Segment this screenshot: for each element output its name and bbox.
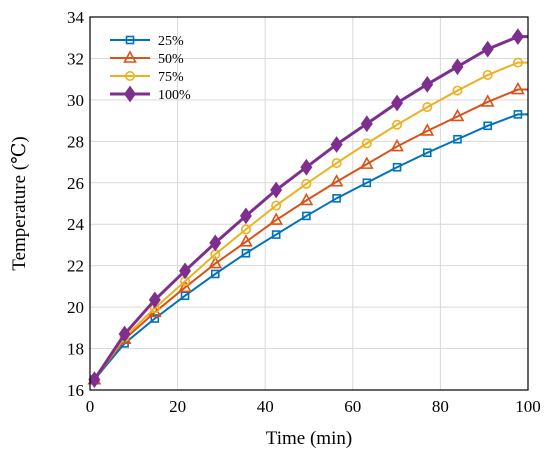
series-line — [93, 35, 528, 381]
x-tick-label: 80 — [432, 397, 449, 416]
data-point — [482, 70, 493, 81]
legend-marker — [124, 85, 136, 103]
legend-item: 100% — [110, 85, 191, 103]
data-point — [269, 212, 284, 225]
data-point — [209, 234, 222, 252]
data-point — [179, 262, 192, 280]
series-layer — [87, 28, 528, 389]
data-point — [239, 207, 252, 225]
data-point — [271, 230, 281, 239]
legend-label: 25% — [158, 34, 184, 49]
series-line — [93, 61, 528, 381]
data-point — [302, 211, 311, 221]
data-point — [208, 255, 223, 269]
data-point — [513, 110, 523, 119]
legend-item: 50% — [110, 50, 184, 67]
y-tick-label: 34 — [67, 8, 85, 27]
data-point — [118, 325, 131, 343]
data-point — [270, 181, 283, 199]
y-tick-label: 26 — [67, 174, 84, 193]
data-point — [329, 174, 344, 187]
data-point — [452, 85, 463, 96]
series-2 — [87, 81, 528, 385]
series-line — [93, 88, 528, 381]
data-point — [420, 123, 435, 136]
plot-frame — [89, 16, 529, 391]
series-line — [93, 113, 528, 381]
data-point — [511, 28, 524, 46]
data-point — [178, 279, 192, 293]
data-point — [451, 58, 464, 76]
data-point — [392, 119, 403, 130]
data-point — [421, 75, 434, 93]
data-point — [360, 115, 373, 133]
data-point — [271, 200, 282, 211]
data-point — [332, 194, 341, 203]
legend-label: 75% — [158, 70, 184, 85]
data-point — [481, 40, 494, 58]
data-point — [390, 138, 404, 152]
y-tick-label: 24 — [67, 215, 85, 234]
data-point — [392, 162, 402, 172]
data-point — [241, 248, 251, 258]
data-point — [422, 102, 433, 113]
data-point — [301, 178, 312, 189]
legend: 25% 50% 75% 100% — [110, 34, 191, 103]
data-point — [361, 138, 372, 149]
y-tick-label: 18 — [67, 340, 84, 359]
legend-label: 50% — [158, 52, 184, 67]
legend-marker — [125, 71, 136, 82]
x-tick-label: 60 — [344, 397, 361, 416]
data-point — [480, 94, 495, 107]
series-4 — [88, 28, 528, 389]
data-point — [362, 178, 372, 188]
data-point — [391, 94, 404, 112]
data-point — [240, 224, 251, 235]
data-point — [453, 134, 462, 144]
y-tick-label: 28 — [67, 132, 84, 151]
y-tick-label: 16 — [67, 381, 84, 400]
tick-labels: 0 20 40 60 80 100 16 18 20 22 24 26 28 30 32 34 — [67, 8, 541, 416]
legend-item: 75% — [110, 70, 184, 85]
data-point — [359, 156, 374, 169]
y-tick-label: 22 — [67, 257, 84, 276]
x-tick-label: 20 — [169, 397, 186, 416]
data-point — [148, 291, 161, 309]
legend-item: 25% — [110, 34, 184, 49]
data-point — [299, 192, 314, 206]
x-tick-label: 100 — [515, 397, 541, 416]
y-tick-label: 32 — [67, 49, 84, 68]
data-point — [331, 158, 342, 169]
data-point — [483, 121, 493, 131]
data-point — [210, 269, 220, 279]
series-3 — [89, 57, 528, 385]
x-tick-label: 0 — [86, 397, 95, 416]
legend-marker — [123, 50, 137, 63]
x-tick-label: 40 — [257, 397, 274, 416]
data-point — [511, 81, 525, 95]
legend-marker — [125, 35, 135, 45]
legend-label: 100% — [158, 88, 191, 103]
data-point — [330, 136, 343, 153]
y-axis-title: Temperature (℃) — [9, 136, 30, 270]
series-1 — [90, 110, 528, 384]
data-point — [422, 148, 432, 158]
data-point — [150, 314, 160, 323]
y-tick-label: 30 — [67, 91, 84, 110]
x-axis-title: Time (min) — [266, 428, 352, 449]
data-point — [512, 57, 523, 68]
y-tick-label: 20 — [67, 298, 84, 317]
data-point — [88, 371, 101, 389]
data-point — [300, 158, 313, 176]
data-point — [239, 234, 253, 247]
grid — [90, 17, 528, 390]
data-point — [450, 108, 465, 122]
